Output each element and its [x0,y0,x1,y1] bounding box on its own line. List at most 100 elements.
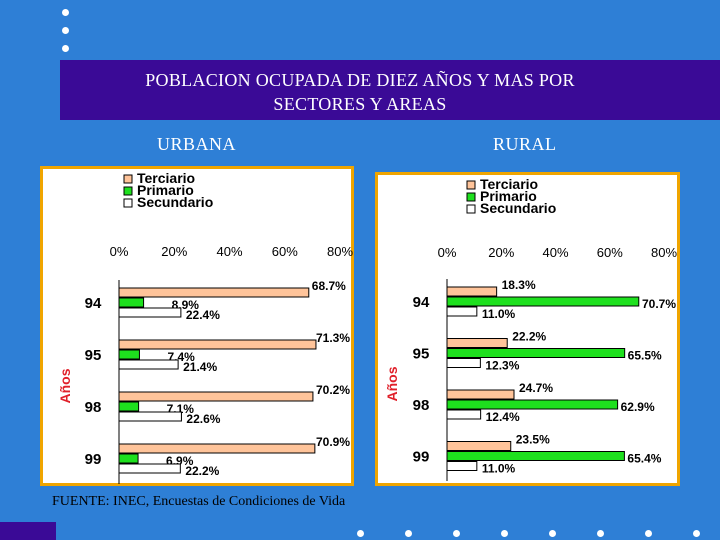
chart-urbana: Terciario Primario Secundario 0% 20% 40% 60% 80… [40,166,354,486]
chart-frame [40,166,354,486]
data-label-secundario: 22.6% [186,412,220,426]
panel-label-urbana: URBANA [157,134,237,154]
legend-label-secundario: Secundario [480,200,556,216]
bar-terciario [118,443,316,454]
bottom-strip [0,522,56,540]
x-tick-label: 20% [488,245,514,260]
data-label-terciario: 70.2% [316,383,350,397]
x-tick-label: 80% [651,245,677,260]
chart-rural: Terciario Primario Secundario 0% 20% 40% 60% 80… [375,172,680,486]
bullet-dot [597,530,604,537]
bar-secundario [118,359,179,370]
bullet-dot [62,9,69,16]
data-label-secundario: 11.0% [482,307,516,321]
bullet-dot [62,45,69,52]
category-label: 94 [413,294,430,311]
bullet-dot [453,530,460,537]
data-label-terciario: 70.9% [316,435,350,449]
source-note: FUENTE: INEC, Encuestas de Condiciones d… [52,494,346,509]
panel-label-rural: RURAL [493,134,557,154]
data-label-terciario: 71.3% [316,331,350,345]
data-label-secundario: 22.4% [186,308,220,322]
legend-label-terciario: Terciario [480,176,538,192]
bullet-dot [645,530,652,537]
bar-terciario [118,287,310,298]
data-label-secundario: 12.4% [486,410,520,424]
bar-primario [118,401,140,412]
slide-title: POBLACION OCUPADA DE DIEZ AÑOS Y MAS POR… [60,68,660,116]
data-label-terciario: 68.7% [312,279,346,293]
data-label-secundario: 11.0% [482,462,516,476]
category-label: 98 [85,399,102,416]
legend-label-secundario: Secundario [137,194,213,210]
bar-terciario [118,339,317,350]
legend-label-primario: Primario [137,182,194,198]
bar-terciario [446,441,512,451]
x-tick-label: 20% [161,244,187,259]
data-label-terciario: 23.5% [516,433,550,447]
bar-primario [118,453,139,464]
bar-primario [118,297,145,308]
data-label-terciario: 22.2% [512,330,546,344]
bar-secundario [118,463,181,474]
x-tick-label: 80% [327,244,353,259]
x-tick-label: 0% [110,244,129,259]
data-label-primario: 65.4% [627,452,661,466]
y-axis-label: Años [57,368,73,403]
bullet-dot [62,27,69,34]
bar-terciario [446,286,498,297]
bar-secundario [118,411,182,422]
x-tick-label: 60% [597,245,623,260]
bar-terciario [446,389,515,400]
category-label: 95 [413,346,430,363]
data-label-primario: 65.5% [628,349,662,363]
legend-swatch-primario [466,192,476,202]
x-tick-label: 40% [216,244,242,259]
bar-primario [446,451,625,461]
y-axis-label: Años [384,366,400,401]
legend-swatch-secundario [466,204,476,214]
data-label-secundario: 22.2% [185,464,219,478]
legend-label-primario: Primario [480,188,537,204]
legend-swatch-terciario [123,174,133,184]
category-label: 95 [85,347,102,364]
title-band [60,60,720,120]
category-label: 99 [413,449,430,466]
data-label-primario: 70.7% [642,297,676,311]
slide-title-line2: SECTORES Y AREAS [273,94,447,114]
bar-primario [446,296,640,307]
data-label-primario: 62.9% [621,400,655,414]
bar-primario [446,399,619,410]
bar-secundario [446,409,482,420]
legend-swatch-secundario [123,198,133,208]
category-label: 98 [413,397,430,414]
data-label-secundario: 12.3% [485,359,519,373]
bar-secundario [446,306,478,317]
bar-terciario [446,338,508,348]
bar-terciario [118,391,314,402]
bar-primario [118,349,140,360]
bar-secundario [446,358,481,368]
bullet-dot [405,530,412,537]
x-tick-label: 0% [438,245,457,260]
bullet-dot [501,530,508,537]
x-tick-label: 60% [272,244,298,259]
legend-swatch-terciario [466,180,476,190]
bar-secundario [446,461,478,471]
data-label-terciario: 18.3% [502,278,536,292]
bullet-dot [357,530,364,537]
bullet-dot [693,530,700,537]
x-tick-label: 40% [542,245,568,260]
bar-primario [446,348,626,358]
data-label-secundario: 21.4% [183,360,217,374]
bullet-dot [549,530,556,537]
slide-title-line1: POBLACION OCUPADA DE DIEZ AÑOS Y MAS POR [145,70,575,90]
data-label-terciario: 24.7% [519,381,553,395]
legend-label-terciario: Terciario [137,170,195,186]
category-label: 94 [85,295,102,312]
category-label: 99 [85,451,102,468]
chart-frame [375,172,680,486]
bar-secundario [118,307,182,318]
